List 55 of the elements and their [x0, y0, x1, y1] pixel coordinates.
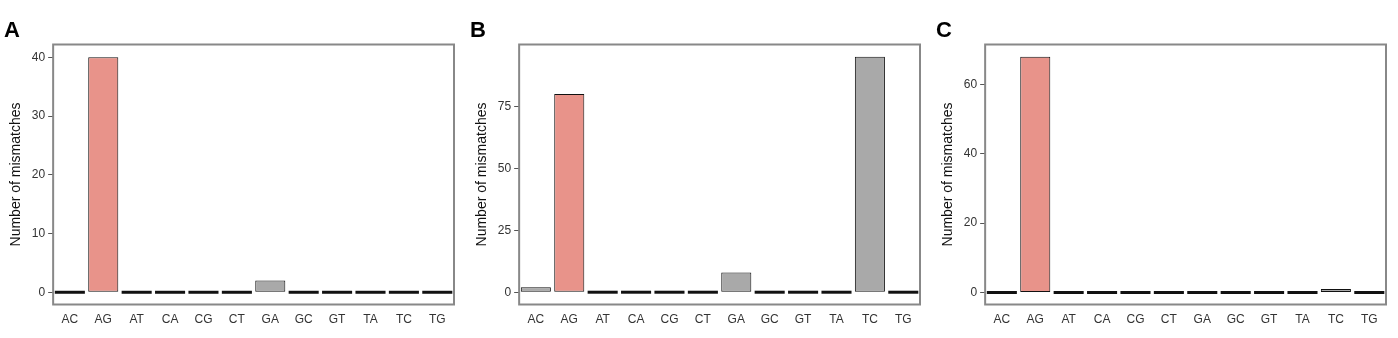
x-tick-label: GT — [328, 312, 347, 327]
x-tick-label: CT — [1160, 312, 1178, 327]
x-tick-label: GC — [1226, 312, 1246, 327]
y-tick-label: 60 — [963, 76, 978, 91]
x-tick-label: GT — [1260, 312, 1279, 327]
y-tick-label: 30 — [31, 108, 46, 123]
x-tick-label: CG — [1126, 312, 1145, 327]
y-axis-title: Number of mismatches — [473, 102, 490, 247]
chart-title: C — [936, 17, 952, 43]
x-tick-label: AC — [993, 312, 1011, 327]
chart-title: B — [470, 17, 486, 43]
x-tick-label: CT — [228, 312, 246, 327]
y-tick-label: 0 — [970, 284, 978, 299]
x-tick-label: GC — [294, 312, 314, 327]
y-tick-label: 75 — [497, 98, 512, 113]
y-tick-label: 20 — [31, 167, 46, 182]
y-tick-label: 0 — [504, 284, 512, 299]
y-tick-label: 0 — [38, 284, 46, 299]
x-tick-label: TC — [1327, 312, 1345, 327]
x-tick-label: AT — [1061, 312, 1077, 327]
y-axis-title: Number of mismatches — [7, 102, 24, 247]
x-tick-label: CA — [161, 312, 179, 327]
x-tick-label: TG — [1360, 312, 1378, 327]
x-tick-label: GA — [1193, 312, 1211, 327]
x-tick-label: TA — [363, 312, 378, 327]
x-tick-label: TA — [829, 312, 844, 327]
x-tick-label: AG — [1026, 312, 1044, 327]
x-tick-label: CG — [660, 312, 679, 327]
y-tick-label: 10 — [31, 225, 46, 240]
x-tick-label: AC — [527, 312, 545, 327]
x-tick-label: CT — [694, 312, 712, 327]
x-tick-label: GT — [794, 312, 813, 327]
y-tick-label: 40 — [963, 146, 978, 161]
x-tick-label: AG — [560, 312, 578, 327]
x-tick-label: AC — [61, 312, 79, 327]
y-tick-label: 50 — [497, 160, 512, 175]
y-tick-label: 20 — [963, 215, 978, 230]
x-tick-label: AT — [129, 312, 145, 327]
x-tick-label: CA — [1093, 312, 1111, 327]
x-tick-label: AG — [94, 312, 112, 327]
x-tick-label: TG — [428, 312, 446, 327]
x-tick-label: GA — [261, 312, 279, 327]
x-tick-label: AT — [595, 312, 611, 327]
chart-title: A — [4, 17, 20, 43]
x-tick-label: TG — [894, 312, 912, 327]
x-tick-label: GA — [727, 312, 745, 327]
x-tick-label: TC — [861, 312, 879, 327]
x-tick-label: TA — [1295, 312, 1310, 327]
y-tick-label: 25 — [497, 222, 512, 237]
x-tick-label: GC — [760, 312, 780, 327]
y-axis-title: Number of mismatches — [939, 102, 956, 247]
x-tick-label: TC — [395, 312, 413, 327]
y-tick-label: 40 — [31, 49, 46, 64]
x-tick-label: CA — [627, 312, 645, 327]
x-tick-label: CG — [194, 312, 213, 327]
